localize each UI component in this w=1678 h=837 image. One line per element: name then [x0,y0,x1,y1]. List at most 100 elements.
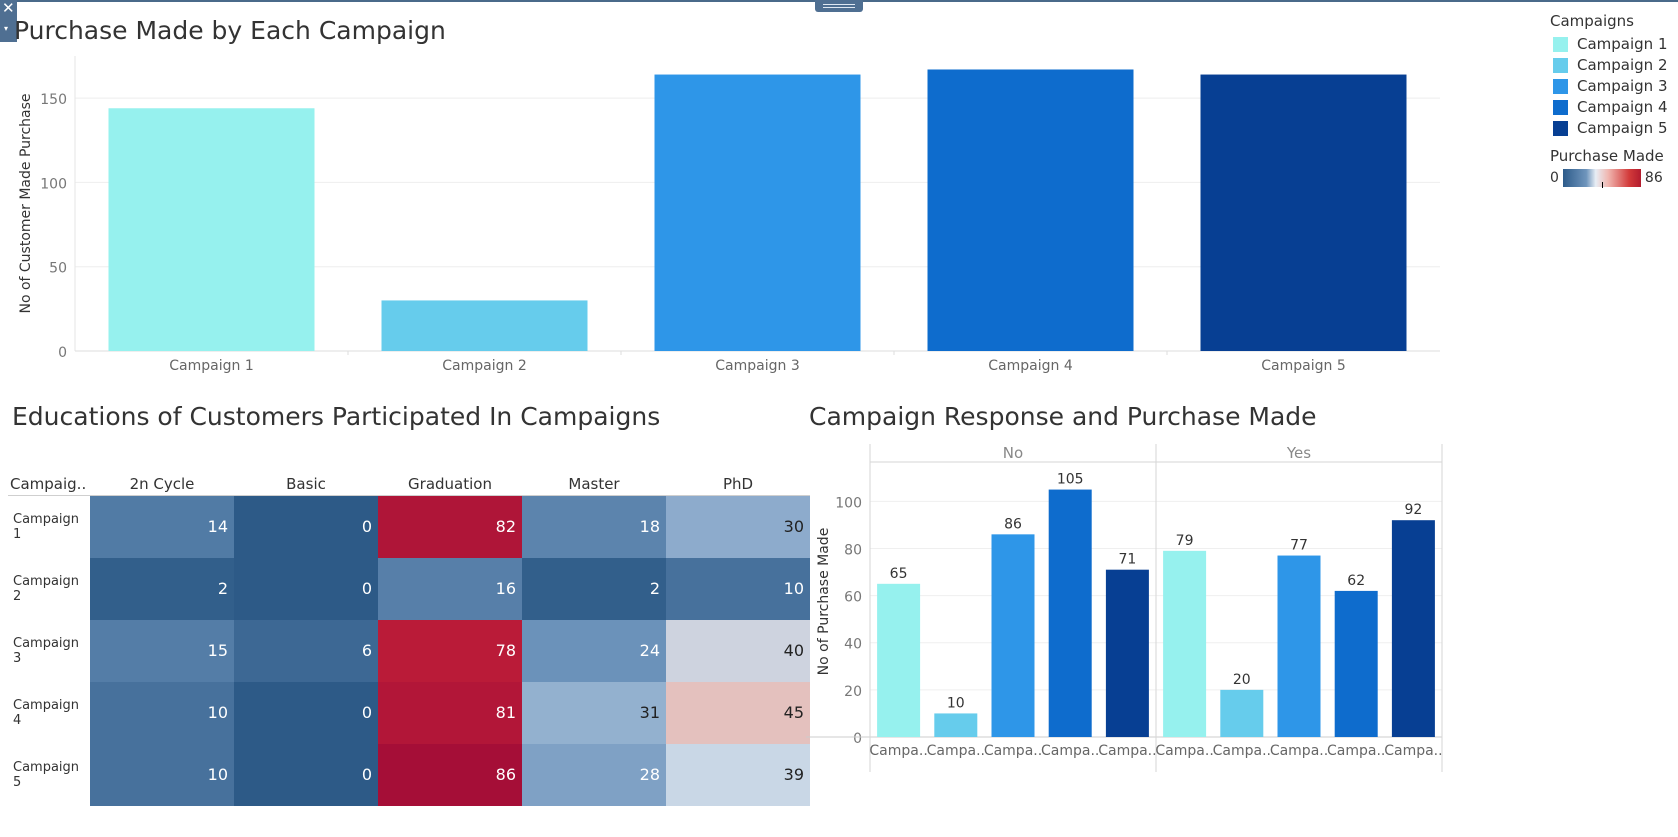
x-tick-label: Campaign 3 [715,358,799,374]
bar [108,108,315,351]
x-tick-label: Campa.. [927,743,985,759]
data-label: 79 [1176,533,1194,549]
legend-label: Campaign 5 [1577,119,1668,137]
legend-item[interactable]: Campaign 3 [1550,76,1675,97]
heatmap-column-header: PhD [666,473,810,496]
data-label: 65 [890,566,908,582]
bar [927,69,1134,351]
legend-item[interactable]: Campaign 4 [1550,97,1675,118]
panel-header: No [1003,444,1023,462]
bar [877,583,921,737]
heatmap-cell: 0 [234,495,378,558]
bar [654,74,861,352]
bar [1105,569,1149,737]
data-label: 10 [947,695,965,711]
heatmap-cell: 2 [522,557,666,620]
x-tick-label: Campa.. [1155,743,1213,759]
legend-label: Campaign 1 [1577,35,1668,53]
dropdown-icon[interactable]: ▾ [4,24,9,33]
legend-swatch [1553,79,1568,94]
heatmap-row-label: Campaign 4 [13,697,80,728]
heatmap-row-header: Campaig.. [8,473,90,496]
heatmap-cell: 10 [666,557,810,620]
y-tick-label: 50 [49,261,67,277]
y-axis-label: No of Customer Made Purchase [18,93,34,313]
chart2-title: Educations of Customers Participated In … [12,402,661,431]
heatmap-cell: 0 [234,681,378,744]
chart1-title: Purchase Made by Each Campaign [14,16,446,45]
heatmap-cell: 18 [522,495,666,558]
heatmap-row-label: Campaign 5 [13,759,80,790]
data-label: 92 [1404,502,1422,518]
heatmap-cell: 10 [90,681,234,744]
x-tick-label: Campa.. [1098,743,1156,759]
bar [1334,590,1378,737]
y-tick-label: 0 [58,345,67,361]
data-label: 71 [1118,552,1136,568]
data-label: 105 [1057,472,1084,488]
heatmap-cell: 2 [90,557,234,620]
bar [991,534,1035,737]
close-icon[interactable]: ✕ [2,0,15,17]
heatmap-column-header: 2n Cycle [90,473,234,496]
heatmap-column-header: Graduation [378,473,522,496]
legend-item[interactable]: Campaign 1 [1550,34,1675,55]
bar [1048,489,1092,737]
x-tick-label: Campaign 2 [442,358,526,374]
drag-handle[interactable] [815,0,863,12]
y-tick-label: 100 [835,495,862,511]
colorbar-gradient[interactable] [1562,169,1641,188]
heatmap-cell: 6 [234,619,378,682]
legend-title: Campaigns [1550,12,1635,30]
heatmap-row-label: Campaign 3 [13,635,80,666]
bar [381,300,588,351]
x-tick-label: Campaign 5 [1261,358,1345,374]
chart3-title: Campaign Response and Purchase Made [809,402,1317,431]
heatmap-column-header: Master [522,473,666,496]
heatmap-cell: 15 [90,619,234,682]
x-tick-label: Campaign 4 [988,358,1073,374]
legend-label: Campaign 2 [1577,56,1668,74]
legend-swatch [1553,100,1568,115]
x-tick-label: Campa.. [1041,743,1099,759]
y-tick-label: 20 [844,684,862,700]
heatmap-cell: 16 [378,557,522,620]
heatmap-column-header: Basic [234,473,378,496]
heatmap-cell: 81 [378,681,522,744]
heatmap-cell: 78 [378,619,522,682]
data-label: 20 [1233,672,1251,688]
x-tick-label: Campa.. [869,743,927,759]
y-tick-label: 0 [853,731,862,747]
heatmap-cell: 39 [666,743,810,806]
colorbar: 0 86 [1550,169,1675,188]
heatmap-cell: 82 [378,495,522,558]
heatmap-cell: 10 [90,743,234,806]
legend-swatch [1553,58,1568,73]
legend-swatch [1553,121,1568,136]
heatmap-cell: 86 [378,743,522,806]
legend-swatch [1553,37,1568,52]
data-label: 62 [1347,573,1365,589]
y-tick-label: 60 [844,590,862,606]
bar [1163,550,1207,737]
legend-label: Campaign 4 [1577,98,1668,116]
heatmap-cell: 30 [666,495,810,558]
data-label: 77 [1290,538,1308,554]
sheet-controls[interactable]: ✕ ▾ [0,0,17,42]
bar [1220,689,1264,737]
bar [1200,74,1407,352]
colorbar-max: 86 [1644,170,1663,186]
bar [1391,520,1435,737]
data-label: 86 [1004,516,1022,532]
y-tick-label: 80 [844,542,862,558]
education-heatmap: Campaig.. 2n Cycle Basic Graduation Master Ph… [8,473,810,806]
legend-item[interactable]: Campaign 2 [1550,55,1675,76]
x-tick-label: Campa.. [1384,743,1442,759]
legend-item[interactable]: Campaign 5 [1550,118,1675,139]
colorbar-min: 0 [1550,170,1559,186]
heatmap-cell: 0 [234,743,378,806]
colorbar-title: Purchase Made [1550,147,1664,165]
y-axis-label: No of Purchase Made [816,528,832,676]
legend: Campaigns Campaign 1 Campaign 2 Campaign 3… [1550,12,1675,188]
heatmap-cell: 45 [666,681,810,744]
